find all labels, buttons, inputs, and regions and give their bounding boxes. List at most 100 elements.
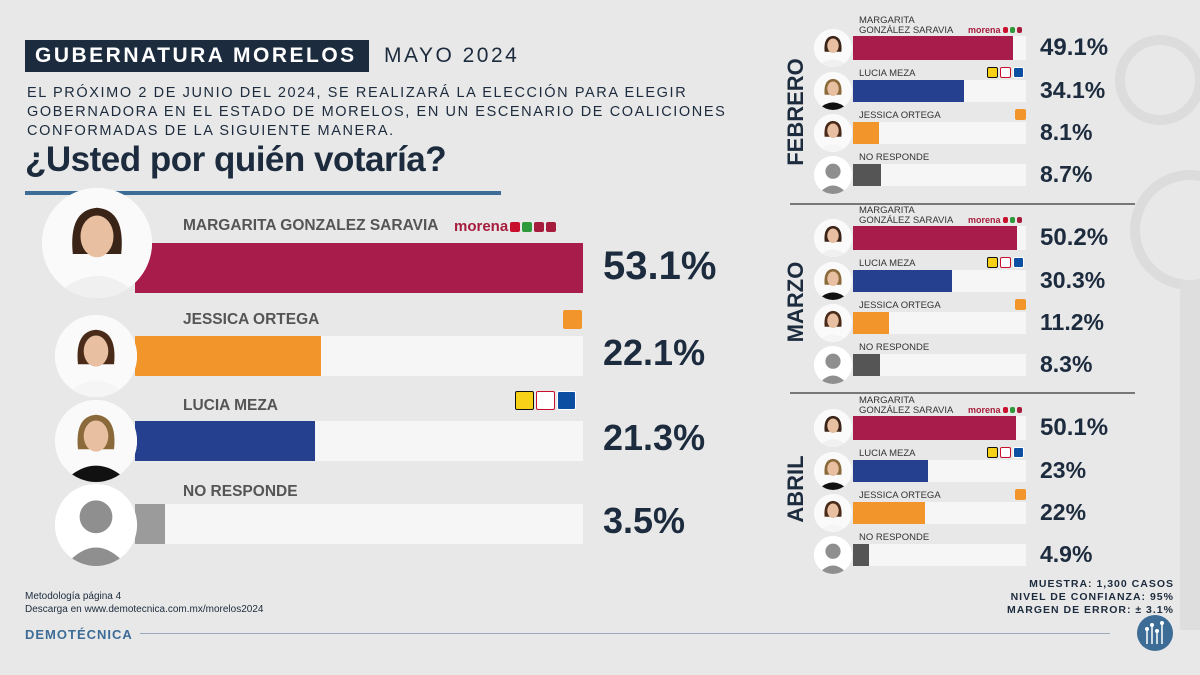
party-chip-icon bbox=[1016, 27, 1022, 33]
party-chip-icon bbox=[1009, 217, 1015, 223]
party-chip-icon bbox=[987, 447, 998, 458]
brand-name: DEMOTÉCNICA bbox=[25, 627, 133, 642]
side-category-label: MARGARITA bbox=[859, 205, 915, 216]
candidate-photo bbox=[814, 219, 852, 257]
side-bar-track bbox=[853, 80, 1026, 102]
main-category-label: JESSICA ORTEGA bbox=[183, 311, 320, 328]
side-bar bbox=[853, 122, 880, 144]
morena-logo-text: morena bbox=[968, 25, 1001, 35]
candidate-photo bbox=[814, 29, 852, 67]
side-value-label: 8.1% bbox=[1040, 119, 1093, 145]
side-category-label: GONZÁLEZ SARAVIA bbox=[859, 215, 954, 226]
download-link[interactable]: Descarga en www.demotecnica.com.mx/morel… bbox=[25, 604, 264, 615]
party-chip-icon bbox=[1015, 489, 1026, 500]
side-value-label: 49.1% bbox=[1040, 34, 1109, 61]
header-title: GUBERNATURA MORELOS bbox=[25, 40, 369, 72]
party-chip-icon bbox=[1000, 257, 1011, 268]
party-logo-icon: morena bbox=[454, 218, 557, 235]
party-chip-icon bbox=[1013, 257, 1024, 268]
candidate-photo bbox=[42, 188, 152, 298]
side-category-label: MARGARITA bbox=[859, 15, 915, 26]
party-chip-icon bbox=[1009, 407, 1015, 413]
side-bar-track bbox=[853, 226, 1026, 250]
candidate-photo bbox=[814, 536, 852, 574]
side-bar-track bbox=[853, 36, 1026, 60]
party-chip-icon bbox=[1016, 217, 1022, 223]
side-value-label: 23% bbox=[1040, 457, 1087, 483]
party-chip-icon bbox=[515, 391, 534, 410]
party-chip-icon bbox=[1013, 67, 1024, 78]
month-label: MARZO bbox=[783, 261, 808, 343]
side-value-label: 34.1% bbox=[1040, 77, 1106, 103]
morena-logo-text: morena bbox=[454, 218, 509, 235]
main-category-label: MARGARITA GONZALEZ SARAVIA bbox=[183, 217, 439, 234]
party-chip-icon bbox=[987, 257, 998, 268]
background-decoration bbox=[1115, 35, 1200, 630]
methodology-note: Metodología página 4 bbox=[25, 591, 122, 602]
side-bar bbox=[853, 226, 1017, 250]
side-category-label: LUCIA MEZA bbox=[859, 258, 916, 269]
side-bar bbox=[853, 270, 952, 292]
party-logo-icon: morena bbox=[968, 215, 1022, 225]
main-bar bbox=[135, 243, 583, 293]
main-value-label: 21.3% bbox=[603, 417, 706, 458]
party-chip-icon bbox=[546, 221, 557, 232]
main-category-label: LUCIA MEZA bbox=[183, 397, 278, 414]
party-chip-icon bbox=[536, 391, 555, 410]
party-chip-icon bbox=[1000, 447, 1011, 458]
candidate-photo bbox=[55, 484, 137, 566]
party-chip-icon bbox=[557, 391, 576, 410]
side-bar-track bbox=[853, 270, 1026, 292]
side-bar bbox=[853, 164, 882, 186]
side-bar bbox=[853, 36, 1013, 60]
intro-text: EL PRÓXIMO 2 DE JUNIO DEL 2024, SE REALI… bbox=[27, 85, 727, 139]
side-value-label: 11.2% bbox=[1040, 309, 1104, 335]
side-bar bbox=[853, 312, 890, 334]
side-value-label: 50.2% bbox=[1040, 224, 1109, 251]
candidate-photo bbox=[814, 346, 852, 384]
candidate-photo bbox=[814, 156, 852, 194]
sample-size: MUESTRA: 1,300 CASOS bbox=[1029, 578, 1174, 590]
survey-stats: MUESTRA: 1,300 CASOS NIVEL DE CONFIANZA:… bbox=[1007, 578, 1174, 617]
question-heading: ¿Usted por quién votaría? bbox=[25, 140, 447, 179]
side-bar-track bbox=[853, 312, 1026, 334]
side-value-label: 30.3% bbox=[1040, 267, 1106, 293]
divider-feb-mar bbox=[790, 203, 1135, 205]
side-bar-track bbox=[853, 544, 1026, 566]
main-value-label: 3.5% bbox=[603, 500, 686, 541]
morena-logo-text: morena bbox=[968, 215, 1001, 225]
party-chip-icon bbox=[1000, 67, 1011, 78]
candidate-photo bbox=[814, 114, 852, 152]
party-logo-icon bbox=[987, 67, 1024, 78]
main-bar-track bbox=[135, 336, 583, 376]
party-chip-icon bbox=[534, 221, 545, 232]
party-chip-icon bbox=[1002, 27, 1008, 33]
party-chip-icon bbox=[522, 221, 533, 232]
party-logo-icon: morena bbox=[968, 25, 1022, 35]
party-chip-icon bbox=[510, 221, 521, 232]
party-logo-icon bbox=[987, 447, 1024, 458]
party-chip-icon bbox=[987, 67, 998, 78]
main-category-label: NO RESPONDE bbox=[183, 483, 298, 500]
side-category-label: LUCIA MEZA bbox=[859, 68, 916, 79]
side-bar-track bbox=[853, 416, 1026, 440]
side-bar-track bbox=[853, 122, 1026, 144]
side-category-label: NO RESPONDE bbox=[859, 152, 930, 163]
candidate-photo bbox=[814, 262, 852, 300]
party-logo-icon bbox=[987, 257, 1024, 268]
side-category-label: LUCIA MEZA bbox=[859, 448, 916, 459]
side-bar bbox=[853, 460, 928, 482]
side-category-label: NO RESPONDE bbox=[859, 532, 930, 543]
side-value-label: 4.9% bbox=[1040, 541, 1093, 567]
divider-mar-abr bbox=[790, 392, 1135, 394]
side-category-label: JESSICA ORTEGA bbox=[859, 300, 941, 311]
mc-logo-icon bbox=[563, 310, 582, 329]
party-logo-icon: morena bbox=[968, 405, 1022, 415]
party-chip-icon bbox=[1002, 217, 1008, 223]
side-category-label: NO RESPONDE bbox=[859, 342, 930, 353]
side-category-label: JESSICA ORTEGA bbox=[859, 490, 941, 501]
main-bar-track bbox=[135, 421, 583, 461]
side-category-label: MARGARITA bbox=[859, 395, 915, 406]
candidate-photo bbox=[55, 400, 137, 482]
candidate-photo bbox=[55, 315, 137, 397]
